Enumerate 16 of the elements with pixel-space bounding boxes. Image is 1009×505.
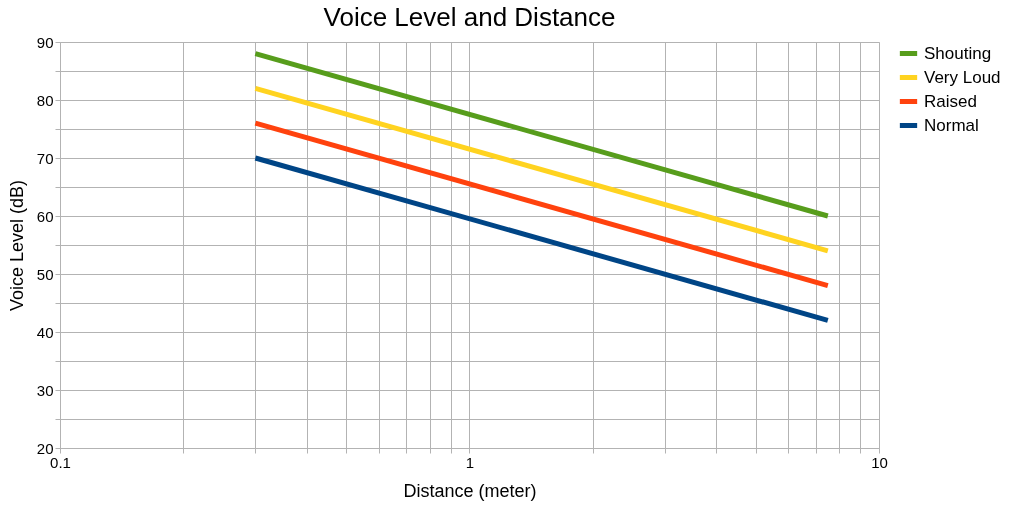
- y-tick-label: 50: [36, 265, 54, 283]
- legend-label: Shouting: [924, 43, 992, 63]
- chart-title: Voice Level and Distance: [323, 2, 616, 32]
- legend-label: Very Loud: [924, 67, 1001, 87]
- x-tick-label: 1: [465, 453, 475, 471]
- y-tick-label: 40: [36, 323, 54, 341]
- y-tick-label: 60: [36, 207, 54, 225]
- legend-label: Normal: [924, 115, 979, 135]
- legend-label: Raised: [924, 91, 977, 111]
- x-tick-label: 10: [871, 453, 888, 471]
- y-tick-label: 70: [36, 149, 54, 167]
- y-axis-title: Voice Level (dB): [6, 179, 27, 312]
- y-tick-label: 30: [36, 381, 54, 399]
- x-axis-title: Distance (meter): [403, 480, 537, 501]
- y-tick-label: 80: [36, 91, 54, 109]
- y-tick-label: 90: [36, 33, 54, 51]
